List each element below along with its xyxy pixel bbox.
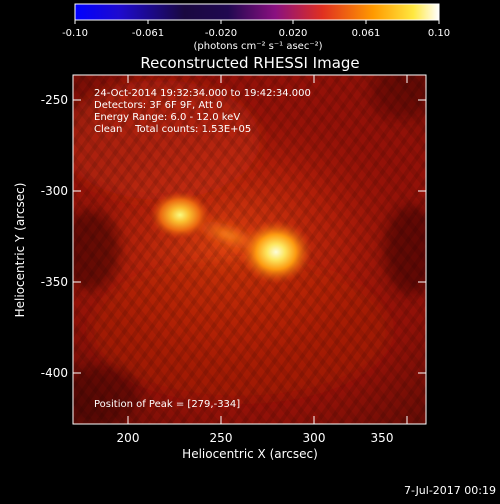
rhessi-image bbox=[73, 75, 426, 424]
plot-frame bbox=[72, 74, 427, 425]
colorbar-tick-label: 0.061 bbox=[352, 28, 381, 39]
colorbar-gradient bbox=[74, 3, 440, 21]
x-axis-ticks bbox=[127, 75, 408, 424]
plot-title: Reconstructed RHESSI Image bbox=[140, 54, 359, 72]
y-tick-label: -350 bbox=[41, 275, 68, 289]
x-tick-label: 350 bbox=[371, 431, 394, 445]
x-axis-label: Heliocentric X (arcsec) bbox=[182, 447, 318, 461]
info-clean-counts: Clean Total counts: 1.53E+05 bbox=[94, 124, 251, 135]
y-axis-label: Heliocentric Y (arcsec) bbox=[13, 183, 27, 318]
peak-position-label: Position of Peak = [279,-334] bbox=[94, 399, 240, 410]
y-axis-ticks bbox=[73, 99, 426, 374]
x-tick-label: 300 bbox=[303, 431, 326, 445]
colorbar-tick-label: 0.10 bbox=[428, 28, 450, 39]
colorbar-unit-label: (photons cm⁻² s⁻¹ asec⁻²) bbox=[193, 41, 322, 52]
colorbar-tick-label: -0.020 bbox=[205, 28, 237, 39]
colorbar-ticks bbox=[74, 20, 440, 24]
vignette bbox=[73, 75, 426, 424]
y-tick-label: -400 bbox=[41, 366, 68, 380]
y-tick-label: -300 bbox=[41, 184, 68, 198]
info-time-range: 24-Oct-2014 19:32:34.000 to 19:42:34.000 bbox=[94, 88, 311, 99]
x-tick-label: 200 bbox=[117, 431, 140, 445]
info-annotation: 24-Oct-2014 19:32:34.000 to 19:42:34.000… bbox=[94, 88, 311, 135]
info-energy-range: Energy Range: 6.0 - 12.0 keV bbox=[94, 112, 240, 123]
info-detectors: Detectors: 3F 6F 9F, Att 0 bbox=[94, 100, 222, 111]
footer-date: 7-Jul-2017 00:19 bbox=[404, 484, 496, 497]
colorbar-tick-label: -0.10 bbox=[62, 28, 88, 39]
colorbar: -0.10 -0.061 -0.020 0.020 0.061 0.10 (ph… bbox=[62, 3, 450, 52]
x-tick-label: 250 bbox=[210, 431, 233, 445]
colorbar-tick-label: 0.020 bbox=[279, 28, 308, 39]
colorbar-tick-label: -0.061 bbox=[132, 28, 164, 39]
y-tick-label: -250 bbox=[41, 93, 68, 107]
